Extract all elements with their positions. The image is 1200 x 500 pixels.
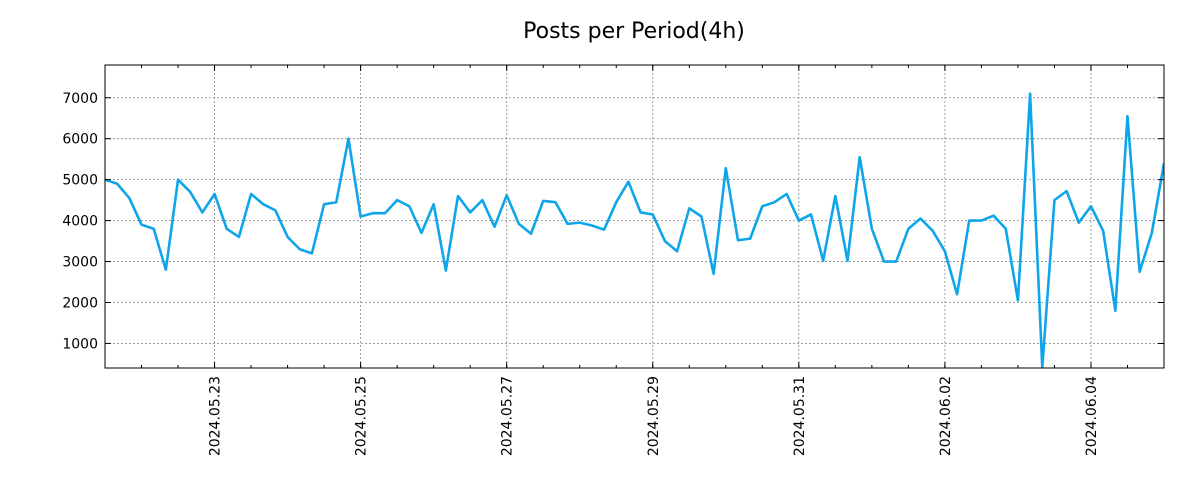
x-tick-label: 2024.05.31 (792, 376, 808, 456)
x-tick-label: 2024.06.02 (938, 376, 954, 456)
x-tick-label: 2024.05.27 (500, 376, 516, 456)
axis-ticks (104, 65, 1165, 368)
x-tick-label: 2024.06.04 (1084, 376, 1100, 456)
series-line (105, 92, 1164, 368)
chart-title: Posts per Period(4h) (523, 19, 745, 44)
y-tick-label: 5000 (62, 173, 98, 189)
y-tick-label: 7000 (62, 91, 98, 107)
y-tick-label: 3000 (62, 255, 98, 271)
y-tick-label: 1000 (62, 336, 98, 352)
y-tick-labels: 1000 2000 3000 4000 5000 6000 7000 (62, 91, 98, 353)
series-layer (105, 92, 1164, 368)
y-tick-label: 6000 (62, 132, 98, 148)
plot-frame (104, 64, 1165, 369)
x-tick-label: 2024.05.23 (208, 376, 224, 456)
grid (105, 65, 1164, 368)
x-tick-labels: 2024.05.23 2024.05.25 2024.05.27 2024.05.29… (208, 376, 1100, 456)
x-tick-label: 2024.05.25 (354, 376, 370, 456)
y-tick-label: 4000 (62, 214, 98, 230)
y-tick-label: 2000 (62, 295, 98, 311)
x-tick-label: 2024.05.29 (646, 376, 662, 456)
